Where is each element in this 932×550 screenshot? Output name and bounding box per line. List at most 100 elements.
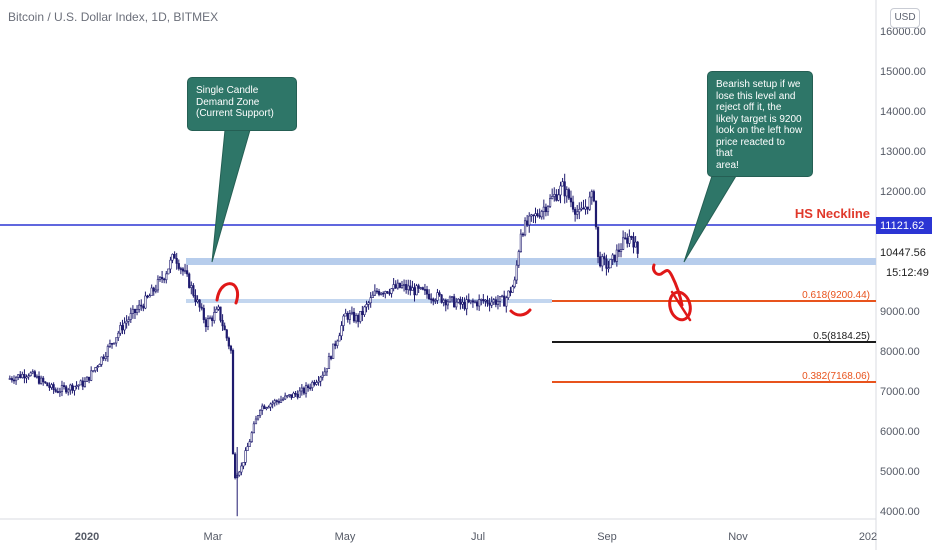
- candle: [294, 391, 297, 397]
- candle: [192, 283, 195, 298]
- candle: [407, 279, 410, 295]
- candle: [125, 315, 128, 329]
- candle: [256, 414, 260, 421]
- candle: [596, 226, 600, 264]
- candle: [56, 387, 59, 394]
- candle: [211, 315, 214, 327]
- candle: [592, 189, 595, 203]
- candle: [156, 275, 160, 293]
- candle: [37, 371, 41, 385]
- candle: [411, 280, 414, 291]
- symbol-title: Bitcoin / U.S. Dollar Index, 1D, BITMEX: [8, 10, 219, 24]
- candle: [455, 297, 458, 310]
- candle: [261, 403, 264, 415]
- candle: [19, 371, 22, 379]
- candle: [380, 292, 383, 296]
- candle: [252, 421, 255, 434]
- candle: [35, 374, 39, 379]
- candle: [102, 354, 105, 361]
- candle: [62, 382, 66, 390]
- callout-left-pointer: [211, 129, 251, 263]
- candle: [246, 442, 249, 451]
- candle: [296, 390, 299, 400]
- candle: [300, 384, 303, 396]
- candle: [334, 340, 337, 350]
- candle: [396, 279, 399, 290]
- candle: [48, 382, 51, 391]
- candle: [594, 200, 598, 230]
- candle: [501, 294, 504, 298]
- candle: [559, 181, 562, 204]
- candle: [444, 298, 447, 312]
- candle: [515, 260, 518, 284]
- candle: [121, 319, 124, 335]
- candle: [400, 280, 404, 289]
- candle: [217, 304, 220, 311]
- time-tick-6: 202: [859, 531, 877, 543]
- candle: [250, 431, 253, 443]
- price-tick-0: 16000.00: [880, 26, 926, 38]
- candle: [234, 452, 237, 480]
- candle: [569, 190, 573, 208]
- candle: [311, 380, 314, 391]
- candle: [146, 294, 149, 299]
- candle: [624, 232, 627, 240]
- candle: [171, 253, 174, 264]
- time-axis[interactable]: 2020 Mar May Jul Sep Nov 202: [75, 531, 877, 543]
- candle: [580, 201, 583, 212]
- candle: [281, 396, 285, 402]
- candle: [496, 295, 500, 310]
- candle: [65, 385, 68, 394]
- candle: [415, 283, 418, 296]
- candle: [482, 294, 485, 304]
- candle: [605, 254, 608, 276]
- candle: [87, 376, 91, 384]
- candle: [79, 379, 82, 386]
- candle: [92, 370, 95, 373]
- candle: [81, 377, 84, 391]
- candle: [438, 290, 441, 297]
- candle: [142, 303, 145, 312]
- price-tick-5: 9000.00: [880, 306, 920, 318]
- red-target-strike: [670, 290, 692, 322]
- price-tick-9: 5000.00: [880, 466, 920, 478]
- candle: [409, 279, 412, 296]
- candle: [154, 284, 157, 294]
- candle: [513, 276, 516, 289]
- candle: [542, 199, 545, 220]
- candle: [369, 292, 372, 308]
- candle: [538, 208, 541, 219]
- candle: [46, 382, 49, 387]
- candle: [29, 371, 32, 377]
- candle: [523, 217, 527, 237]
- candle: [117, 330, 120, 341]
- candle: [526, 214, 529, 228]
- candle: [10, 376, 14, 383]
- candle: [108, 339, 112, 348]
- candle: [110, 342, 114, 349]
- candle: [528, 212, 531, 233]
- candle: [67, 387, 70, 396]
- candle: [344, 308, 347, 317]
- candle: [332, 343, 335, 359]
- price-tick-2: 14000.00: [880, 106, 926, 118]
- candle: [327, 352, 331, 369]
- candle: [307, 383, 310, 392]
- candle: [425, 285, 429, 299]
- neckline-price-tag-bg: [876, 217, 932, 234]
- candle: [279, 395, 283, 403]
- candle: [144, 291, 147, 310]
- candle: [152, 286, 155, 296]
- currency-button[interactable]: USD: [890, 8, 920, 28]
- price-tick-1: 15000.00: [880, 66, 926, 78]
- candle: [194, 289, 197, 306]
- last-price-tag: 10447.56: [880, 247, 926, 259]
- candle: [196, 295, 199, 304]
- candle: [402, 279, 406, 292]
- candle: [398, 282, 402, 289]
- candle: [127, 316, 130, 326]
- candle: [60, 380, 64, 397]
- price-axis[interactable]: 16000.00 15000.00 14000.00 13000.00 12000.00…: [880, 26, 926, 518]
- candle: [386, 290, 389, 294]
